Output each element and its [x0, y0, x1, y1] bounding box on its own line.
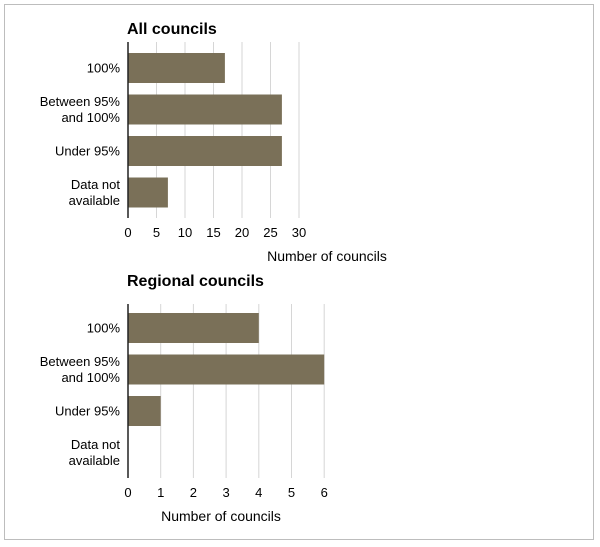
- all-category-label: Data not: [71, 177, 121, 192]
- all-bar: [128, 177, 168, 208]
- regional-category-label: Between 95%: [40, 354, 121, 369]
- all-category-label: available: [69, 193, 120, 208]
- regional-chart-title: Regional councils: [127, 273, 264, 290]
- all-tick-label: 30: [292, 225, 306, 240]
- all-tick-label: 20: [235, 225, 249, 240]
- regional-tick-label: 1: [157, 485, 164, 500]
- regional-tick-label: 2: [190, 485, 197, 500]
- regional-x-axis-label: Number of councils: [161, 508, 281, 524]
- regional-bar: [128, 354, 325, 385]
- all-chart-title: All councils: [127, 21, 217, 38]
- regional-tick-label: 3: [222, 485, 229, 500]
- regional-tick-label: 0: [124, 485, 131, 500]
- regional-tick-label: 4: [255, 485, 262, 500]
- all-tick-label: 5: [153, 225, 160, 240]
- all-bar: [128, 53, 225, 83]
- all-bar: [128, 136, 282, 166]
- all-tick-label: 0: [124, 225, 131, 240]
- all-category-label: Under 95%: [55, 144, 120, 159]
- all-category-label: Between 95%: [40, 94, 121, 109]
- regional-tick-label: 6: [321, 485, 328, 500]
- regional-bar: [128, 396, 161, 426]
- figure-frame: [4, 4, 594, 540]
- regional-bar: [128, 313, 259, 343]
- regional-category-label: 100%: [87, 321, 121, 336]
- regional-category-label: Data not: [71, 437, 121, 452]
- all-tick-label: 10: [178, 225, 192, 240]
- regional-category-label: and 100%: [61, 370, 120, 385]
- all-tick-label: 15: [206, 225, 220, 240]
- all-tick-label: 25: [263, 225, 277, 240]
- all-bar: [128, 94, 282, 125]
- regional-category-label: Under 95%: [55, 404, 120, 419]
- regional-category-label: available: [69, 453, 120, 468]
- all-category-label: and 100%: [61, 110, 120, 125]
- regional-tick-label: 5: [288, 485, 295, 500]
- all-x-axis-label: Number of councils: [267, 248, 387, 264]
- all-category-label: 100%: [87, 61, 121, 76]
